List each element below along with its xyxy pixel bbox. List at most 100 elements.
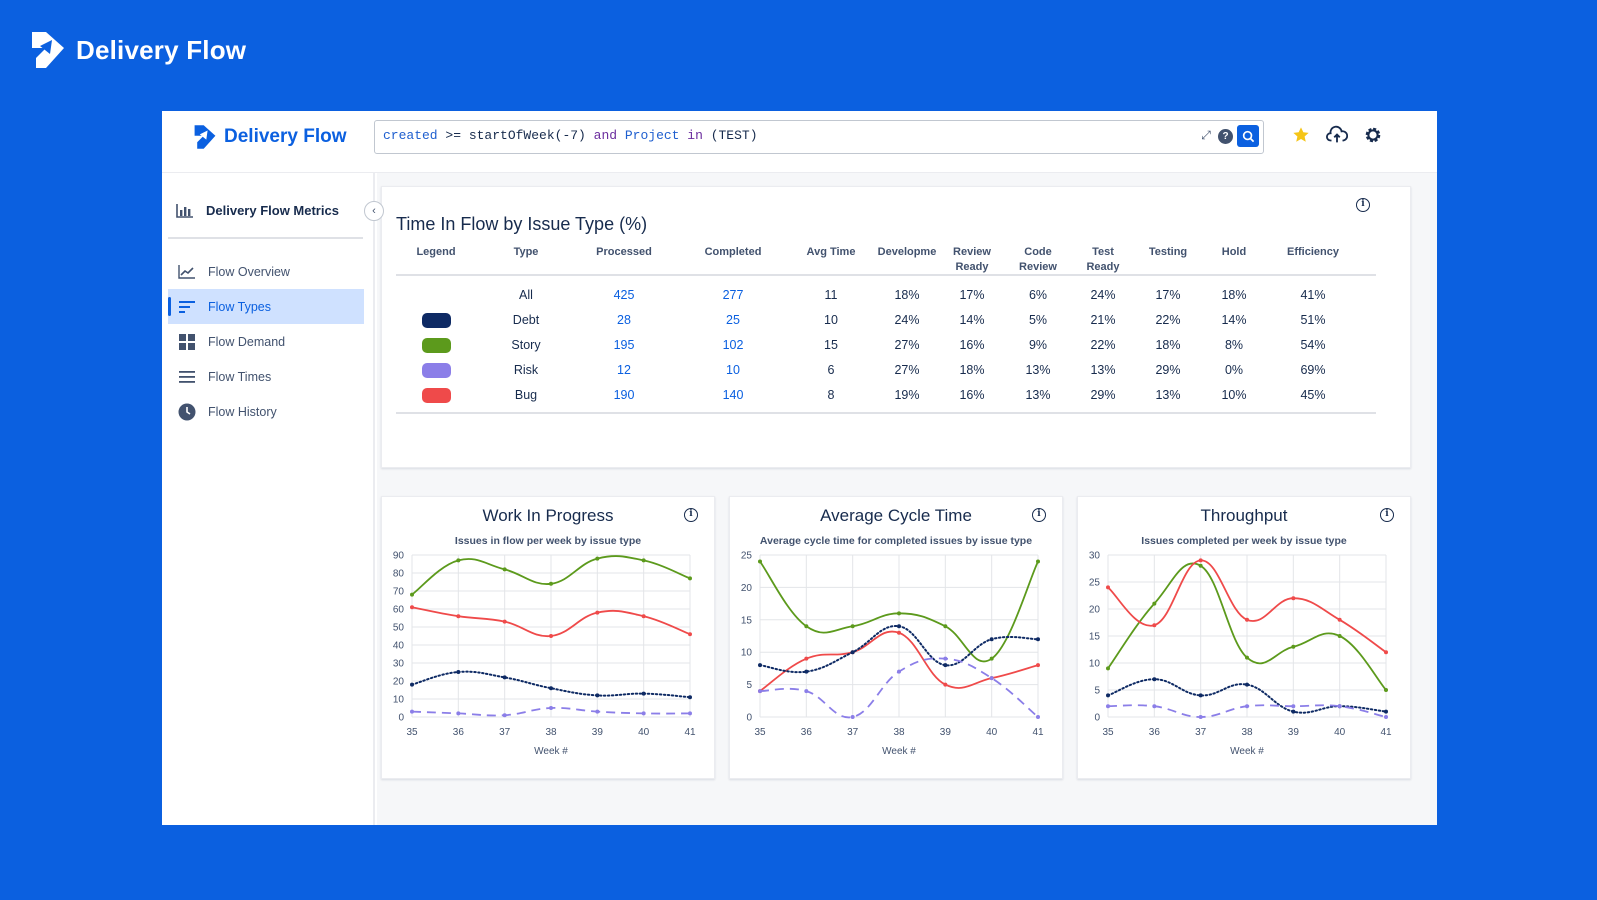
data-point[interactable] [1384, 709, 1388, 714]
data-point[interactable] [943, 656, 948, 661]
data-point[interactable] [1291, 644, 1296, 649]
star-icon[interactable] [1290, 124, 1312, 146]
data-point[interactable] [758, 689, 762, 694]
data-point[interactable] [850, 624, 855, 629]
gear-icon[interactable] [1362, 124, 1384, 146]
data-point[interactable] [897, 669, 901, 674]
sidebar-item-flow-overview[interactable]: Flow Overview [168, 254, 364, 289]
info-icon[interactable]: i [1380, 508, 1394, 522]
data-point[interactable] [549, 634, 553, 638]
data-point[interactable] [1106, 666, 1110, 671]
table-cell[interactable]: 12 [617, 363, 631, 377]
data-point[interactable] [1152, 677, 1157, 682]
data-point[interactable] [549, 686, 553, 691]
data-point[interactable] [688, 695, 692, 700]
data-point[interactable] [1106, 585, 1110, 590]
data-point[interactable] [1291, 596, 1296, 601]
data-point[interactable] [549, 706, 553, 710]
column-header[interactable]: Type [513, 246, 539, 258]
data-point[interactable] [410, 592, 414, 597]
data-point[interactable] [897, 630, 901, 635]
data-point[interactable] [1245, 682, 1249, 687]
data-point[interactable] [688, 632, 692, 637]
data-point[interactable] [502, 675, 507, 680]
column-header[interactable]: Developme [877, 246, 937, 258]
data-point[interactable] [1337, 617, 1342, 622]
table-cell[interactable]: 425 [613, 288, 635, 302]
column-header[interactable]: Legend [416, 246, 456, 258]
data-point[interactable] [456, 670, 461, 674]
data-point[interactable] [641, 711, 646, 716]
data-point[interactable] [1106, 693, 1110, 698]
data-point[interactable] [1198, 558, 1203, 563]
data-point[interactable] [989, 656, 994, 661]
data-point[interactable] [758, 559, 762, 564]
info-icon[interactable]: i [1356, 198, 1370, 212]
data-point[interactable] [1036, 637, 1040, 642]
data-point[interactable] [1245, 704, 1249, 709]
data-point[interactable] [595, 709, 600, 714]
column-header[interactable]: Avg Time [806, 246, 856, 258]
data-point[interactable] [1198, 563, 1203, 568]
data-point[interactable] [456, 711, 461, 716]
column-header[interactable]: Test Ready [1086, 246, 1120, 273]
data-point[interactable] [1384, 650, 1388, 655]
expand-icon[interactable]: ⤢ [1201, 129, 1211, 143]
data-point[interactable] [1198, 693, 1203, 698]
cloud-upload-icon[interactable] [1326, 124, 1348, 146]
app-brand[interactable]: Delivery Flow [192, 121, 347, 153]
table-cell[interactable]: 28 [617, 313, 631, 327]
data-point[interactable] [897, 611, 901, 616]
table-cell[interactable]: 25 [726, 313, 740, 327]
sidebar-item-flow-history[interactable]: Flow History [168, 394, 364, 429]
data-point[interactable] [595, 610, 600, 615]
table-cell[interactable]: 277 [722, 288, 744, 302]
column-header[interactable]: Efficiency [1287, 246, 1339, 258]
info-icon[interactable]: i [1032, 508, 1046, 522]
data-point[interactable] [502, 567, 507, 572]
data-point[interactable] [804, 656, 809, 661]
data-point[interactable] [943, 624, 948, 629]
sidebar-item-flow-times[interactable]: Flow Times [168, 359, 364, 394]
data-point[interactable] [804, 669, 809, 674]
data-point[interactable] [989, 637, 994, 642]
data-point[interactable] [1384, 688, 1388, 692]
data-point[interactable] [502, 713, 507, 718]
data-point[interactable] [595, 693, 600, 698]
data-point[interactable] [410, 709, 414, 714]
data-point[interactable] [595, 556, 600, 561]
data-point[interactable] [850, 650, 855, 655]
data-point[interactable] [1036, 715, 1040, 719]
data-point[interactable] [1291, 704, 1296, 709]
table-cell[interactable]: 190 [613, 388, 635, 402]
search-button[interactable] [1237, 125, 1259, 147]
data-point[interactable] [1337, 634, 1342, 638]
sidebar-item-flow-types[interactable]: Flow Types [168, 289, 364, 324]
data-point[interactable] [641, 558, 646, 563]
data-point[interactable] [1384, 715, 1388, 719]
data-point[interactable] [758, 663, 762, 668]
table-cell[interactable]: 10 [726, 363, 740, 377]
data-point[interactable] [804, 624, 809, 629]
column-header[interactable]: Code Review [1019, 246, 1057, 273]
data-point[interactable] [1245, 617, 1249, 622]
column-header[interactable]: Processed [596, 246, 652, 258]
sidebar-item-flow-demand[interactable]: Flow Demand [168, 324, 364, 359]
data-point[interactable] [804, 689, 809, 694]
data-point[interactable] [1106, 704, 1110, 709]
data-point[interactable] [897, 624, 901, 629]
data-point[interactable] [1152, 704, 1157, 709]
table-cell[interactable]: 140 [722, 388, 744, 402]
query-input[interactable]: created >= startOfWeek(-7) and Project i… [374, 120, 1264, 154]
table-cell[interactable]: 195 [613, 338, 635, 352]
help-icon[interactable]: ? [1218, 128, 1233, 144]
data-point[interactable] [688, 576, 692, 581]
data-point[interactable] [641, 614, 646, 619]
collapse-sidebar-button[interactable]: ‹ [364, 201, 384, 221]
data-point[interactable] [989, 676, 994, 681]
column-header[interactable]: Completed [704, 246, 762, 258]
data-point[interactable] [850, 715, 855, 719]
data-point[interactable] [641, 691, 646, 696]
data-point[interactable] [410, 682, 414, 687]
data-point[interactable] [943, 682, 948, 687]
